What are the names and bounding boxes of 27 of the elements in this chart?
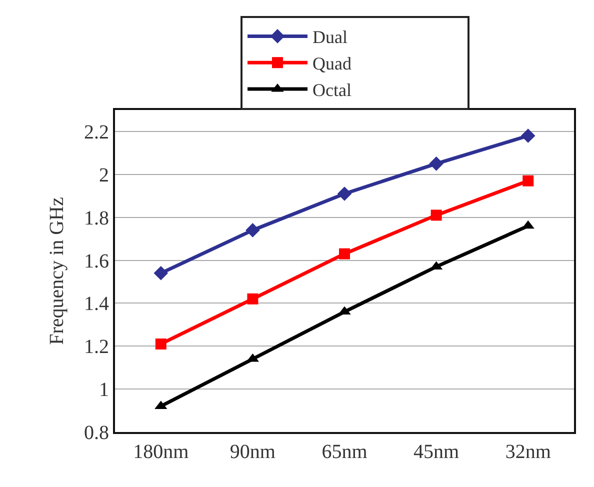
y-tick-label: 0.8 bbox=[84, 422, 109, 444]
x-tick-label: 90nm bbox=[230, 441, 276, 463]
point bbox=[520, 128, 536, 143]
point bbox=[522, 175, 534, 186]
y-tick-label: 1.2 bbox=[84, 336, 109, 358]
y-axis-title: Frequency in GHz bbox=[46, 197, 68, 345]
legend-label: Quad bbox=[312, 54, 352, 74]
point bbox=[429, 156, 444, 171]
x-tick-label: 65nm bbox=[322, 441, 368, 463]
y-tick-label: 2 bbox=[99, 164, 109, 186]
legend-label: Dual bbox=[312, 27, 348, 48]
point bbox=[247, 293, 258, 304]
x-tick-label: 180nm bbox=[133, 441, 190, 463]
point bbox=[154, 266, 168, 280]
y-tick-label: 1.8 bbox=[84, 207, 109, 230]
y-tick-label: 1 bbox=[99, 379, 109, 402]
y-tick-label: 1.4 bbox=[84, 293, 109, 316]
legend-label: Octal bbox=[312, 80, 352, 100]
point bbox=[430, 210, 442, 221]
x-tick-label: 45nm bbox=[414, 441, 460, 463]
point bbox=[339, 248, 350, 260]
point bbox=[246, 223, 260, 238]
y-tick-label: 1.6 bbox=[84, 250, 109, 272]
point bbox=[337, 186, 352, 201]
x-tick-label: 32nm bbox=[505, 441, 552, 463]
point bbox=[155, 338, 166, 350]
y-tick-label: 2.2 bbox=[84, 121, 109, 144]
